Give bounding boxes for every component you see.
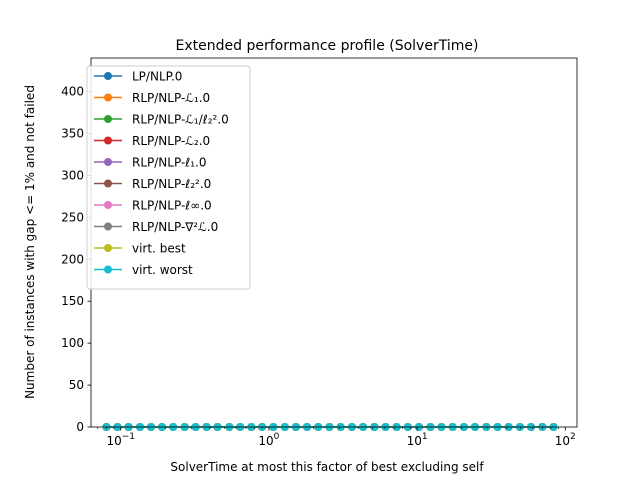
x-tick-label: 102 [555,432,576,448]
y-tick-label: 250 [61,210,84,224]
y-tick-label: 0 [76,420,84,434]
legend-marker [104,158,112,166]
legend-frame [86,65,251,290]
legend-label: RLP/NLP-ℓ∞.0 [132,199,212,213]
y-tick-label: 100 [61,336,84,350]
legend-label: RLP/NLP-ℒ₁/ℓ₂².0 [132,113,229,127]
legend-item: RLP/NLP-∇²ℒ.0 [94,220,218,234]
legend-item: LP/NLP.0 [94,70,182,84]
legend-item: RLP/NLP-ℒ₁.0 [94,91,210,105]
legend-label: RLP/NLP-∇²ℒ.0 [132,220,218,234]
legend-label: RLP/NLP-ℒ₂.0 [132,134,210,148]
legend-marker [104,93,112,102]
y-tick-label: 300 [61,168,84,182]
legend-item: virt. worst [94,263,193,277]
legend-label: RLP/NLP-ℓ₂².0 [132,177,211,191]
legend-marker [104,265,112,274]
y-axis-ticks: 0 50 100 150 200 250 300 350 400 [61,85,91,434]
legend-marker [104,201,112,209]
legend-marker [104,244,112,252]
legend-marker [104,222,112,231]
x-axis-label: SolverTime at most this factor of best e… [170,460,484,474]
legend-marker [104,179,112,188]
legend-marker [104,136,112,145]
x-tick-label: 10−1 [106,432,135,448]
legend-item: RLP/NLP-ℓ∞.0 [94,199,212,213]
legend-label: LP/NLP.0 [132,70,182,84]
y-axis-label: Number of instances with gap <= 1% and n… [23,85,37,399]
legend-marker [104,72,112,80]
legend-marker [104,115,112,123]
y-tick-label: 350 [61,126,84,140]
legend-label: RLP/NLP-ℒ₁.0 [132,91,210,105]
y-tick-label: 400 [61,85,84,99]
legend-item: RLP/NLP-ℓ₂².0 [94,177,211,191]
y-tick-label: 150 [61,294,84,308]
legend-item: RLP/NLP-ℒ₁/ℓ₂².0 [94,113,229,127]
x-tick-label: 101 [407,432,428,448]
y-tick-label: 200 [61,252,84,266]
x-tick-label: 100 [258,432,279,448]
legend-item: virt. best [94,242,186,256]
y-tick-label: 50 [69,378,84,392]
x-axis-ticks: 10−1 100 101 102 [97,427,576,448]
legend-label: virt. best [132,242,186,256]
chart-title: Extended performance profile (SolverTime… [176,38,479,54]
legend: LP/NLP.0 RLP/NLP-ℒ₁.0 RLP/NLP-ℒ₁/ℓ₂².0 RLP/… [86,65,251,290]
legend-label: RLP/NLP-ℓ₁.0 [132,156,206,170]
legend-label: virt. worst [132,263,193,277]
legend-item: RLP/NLP-ℒ₂.0 [94,134,210,148]
legend-item: RLP/NLP-ℓ₁.0 [94,156,206,170]
